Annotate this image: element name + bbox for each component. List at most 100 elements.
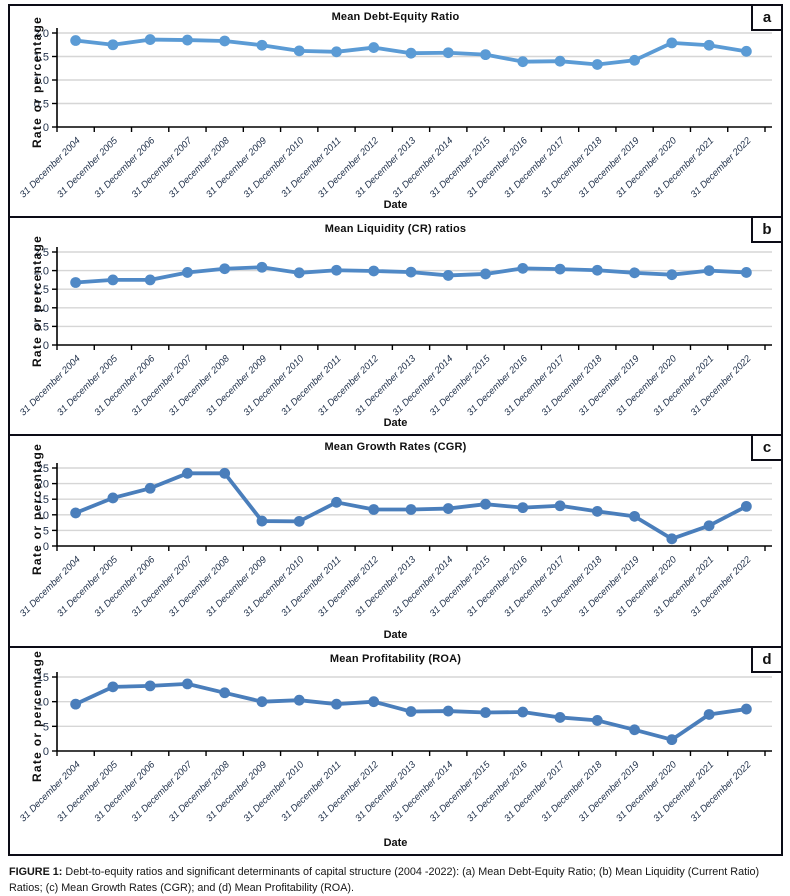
panel-letter-badge: d [751,648,781,673]
data-point [554,712,566,723]
data-point [144,34,156,45]
data-point [480,498,491,510]
data-point [703,520,715,532]
y-tick-label: 0 [43,541,49,553]
data-point [405,266,417,278]
data-point [480,268,491,280]
y-tick-label: 0 [43,122,49,134]
y-tick-label: 15 [37,672,49,684]
chart-panel-a: 0 0.5 1.0 1.5 2.0 31 December 2004 31 December… [8,4,783,218]
data-point [144,274,156,286]
data-point [442,47,454,59]
data-point [70,277,82,288]
y-tick-label: 10 [37,510,49,522]
chart-title: Mean Liquidity (CR) ratios [324,223,467,235]
y-axis-title: Rate or percentage [30,234,44,367]
data-point [591,264,603,276]
data-point [256,39,268,51]
y-tick-label: 2.0 [34,28,49,40]
x-tick-label: 31 December 2004 [18,554,83,619]
y-tick-label: 15 [37,494,49,506]
data-point [293,694,305,706]
data-point [144,680,156,692]
data-point [442,270,454,281]
data-point [666,734,678,746]
y-axis-title: Rate or percentage [30,442,44,576]
data-point [405,706,417,717]
panel-letter-badge: a [751,6,781,31]
data-point [182,678,193,690]
data-point [517,262,529,274]
data-point [703,265,715,276]
data-point [368,504,380,515]
data-point [740,500,752,512]
data-point [554,500,566,512]
data-point [256,696,268,708]
data-point [629,510,640,522]
data-point [517,706,529,718]
y-tick-label: 2.0 [34,266,49,278]
data-point [144,482,156,494]
data-point [331,264,342,276]
data-point [703,709,715,720]
y-tick-label: 10 [37,697,49,709]
y-tick-label: 2.5 [34,247,49,259]
data-point [740,267,752,278]
data-point [107,681,119,693]
data-point [219,467,231,479]
data-point [442,503,454,514]
x-axis-title: Date [383,837,408,849]
y-tick-label: 5 [43,525,49,537]
data-point [517,502,529,514]
data-point [368,42,380,53]
data-point [219,263,231,275]
data-point [629,724,640,736]
x-axis-title: Date [383,199,408,211]
x-tick-label: 31 December 2004 [18,353,83,418]
y-tick-label: 1.0 [34,303,49,315]
data-point [219,35,231,47]
data-point [331,698,342,710]
y-tick-label: 0 [43,746,49,758]
data-point [331,46,342,58]
data-point [666,37,678,49]
y-tick-label: 0.5 [34,99,49,111]
data-point [554,263,566,275]
chart-title: Mean Growth Rates (CGR) [324,441,467,453]
chart-title: Mean Profitability (ROA) [329,653,462,665]
data-point [405,504,417,515]
data-point [740,45,752,57]
figure-caption-label: FIGURE 1: [9,866,63,878]
data-point [629,267,640,279]
data-point [591,715,603,726]
y-tick-label: 1.5 [34,284,49,296]
data-point [480,49,491,61]
data-point [70,698,82,710]
data-point [293,45,305,57]
panel-letter-badge: c [751,436,781,461]
figure-caption-text: Debt-to-equity ratios and significant de… [9,866,760,894]
data-point [70,507,82,519]
data-point [70,35,82,46]
data-point [331,496,342,508]
data-point [182,467,193,479]
y-axis-title: Rate or percentage [30,649,44,783]
data-point [703,39,715,51]
data-point [293,515,305,527]
x-tick-label: 31 December 2004 [18,759,83,824]
data-point [107,39,119,51]
chart-panel-d: 0 5 10 15 31 December 2004 31 December 2005 31… [8,646,783,856]
y-tick-label: 1.0 [34,75,49,87]
data-point [629,54,640,66]
data-point [405,47,417,59]
data-point [517,56,529,68]
data-point [256,261,268,273]
data-point [182,34,193,46]
x-axis-title: Date [383,629,408,641]
panel-letter-badge: b [751,218,781,243]
y-tick-label: 5 [43,721,49,733]
data-point [107,492,119,504]
